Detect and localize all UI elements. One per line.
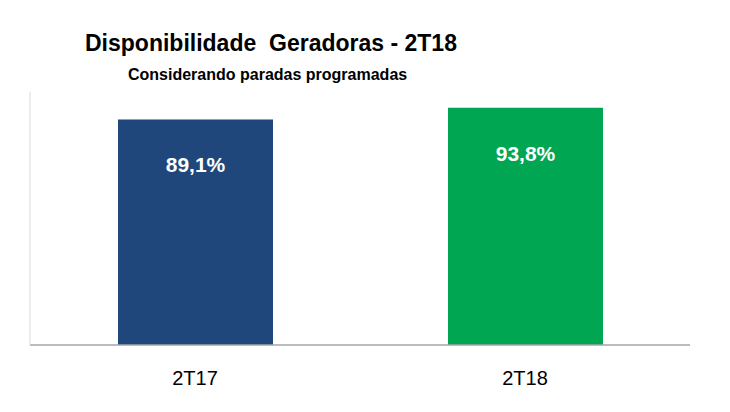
svg-text:2T17: 2T17 — [172, 367, 218, 389]
svg-text:93,8%: 93,8% — [496, 142, 556, 165]
html-text:Considerando paradas programad: Considerando paradas programadas — [128, 66, 408, 83]
svg-text:89,1%: 89,1% — [166, 153, 226, 176]
html-text:Disponibilidade Geradoras - 2T: Disponibilidade Geradoras - 2T18 — [85, 30, 457, 56]
svg-text:2T18: 2T18 — [502, 367, 548, 389]
